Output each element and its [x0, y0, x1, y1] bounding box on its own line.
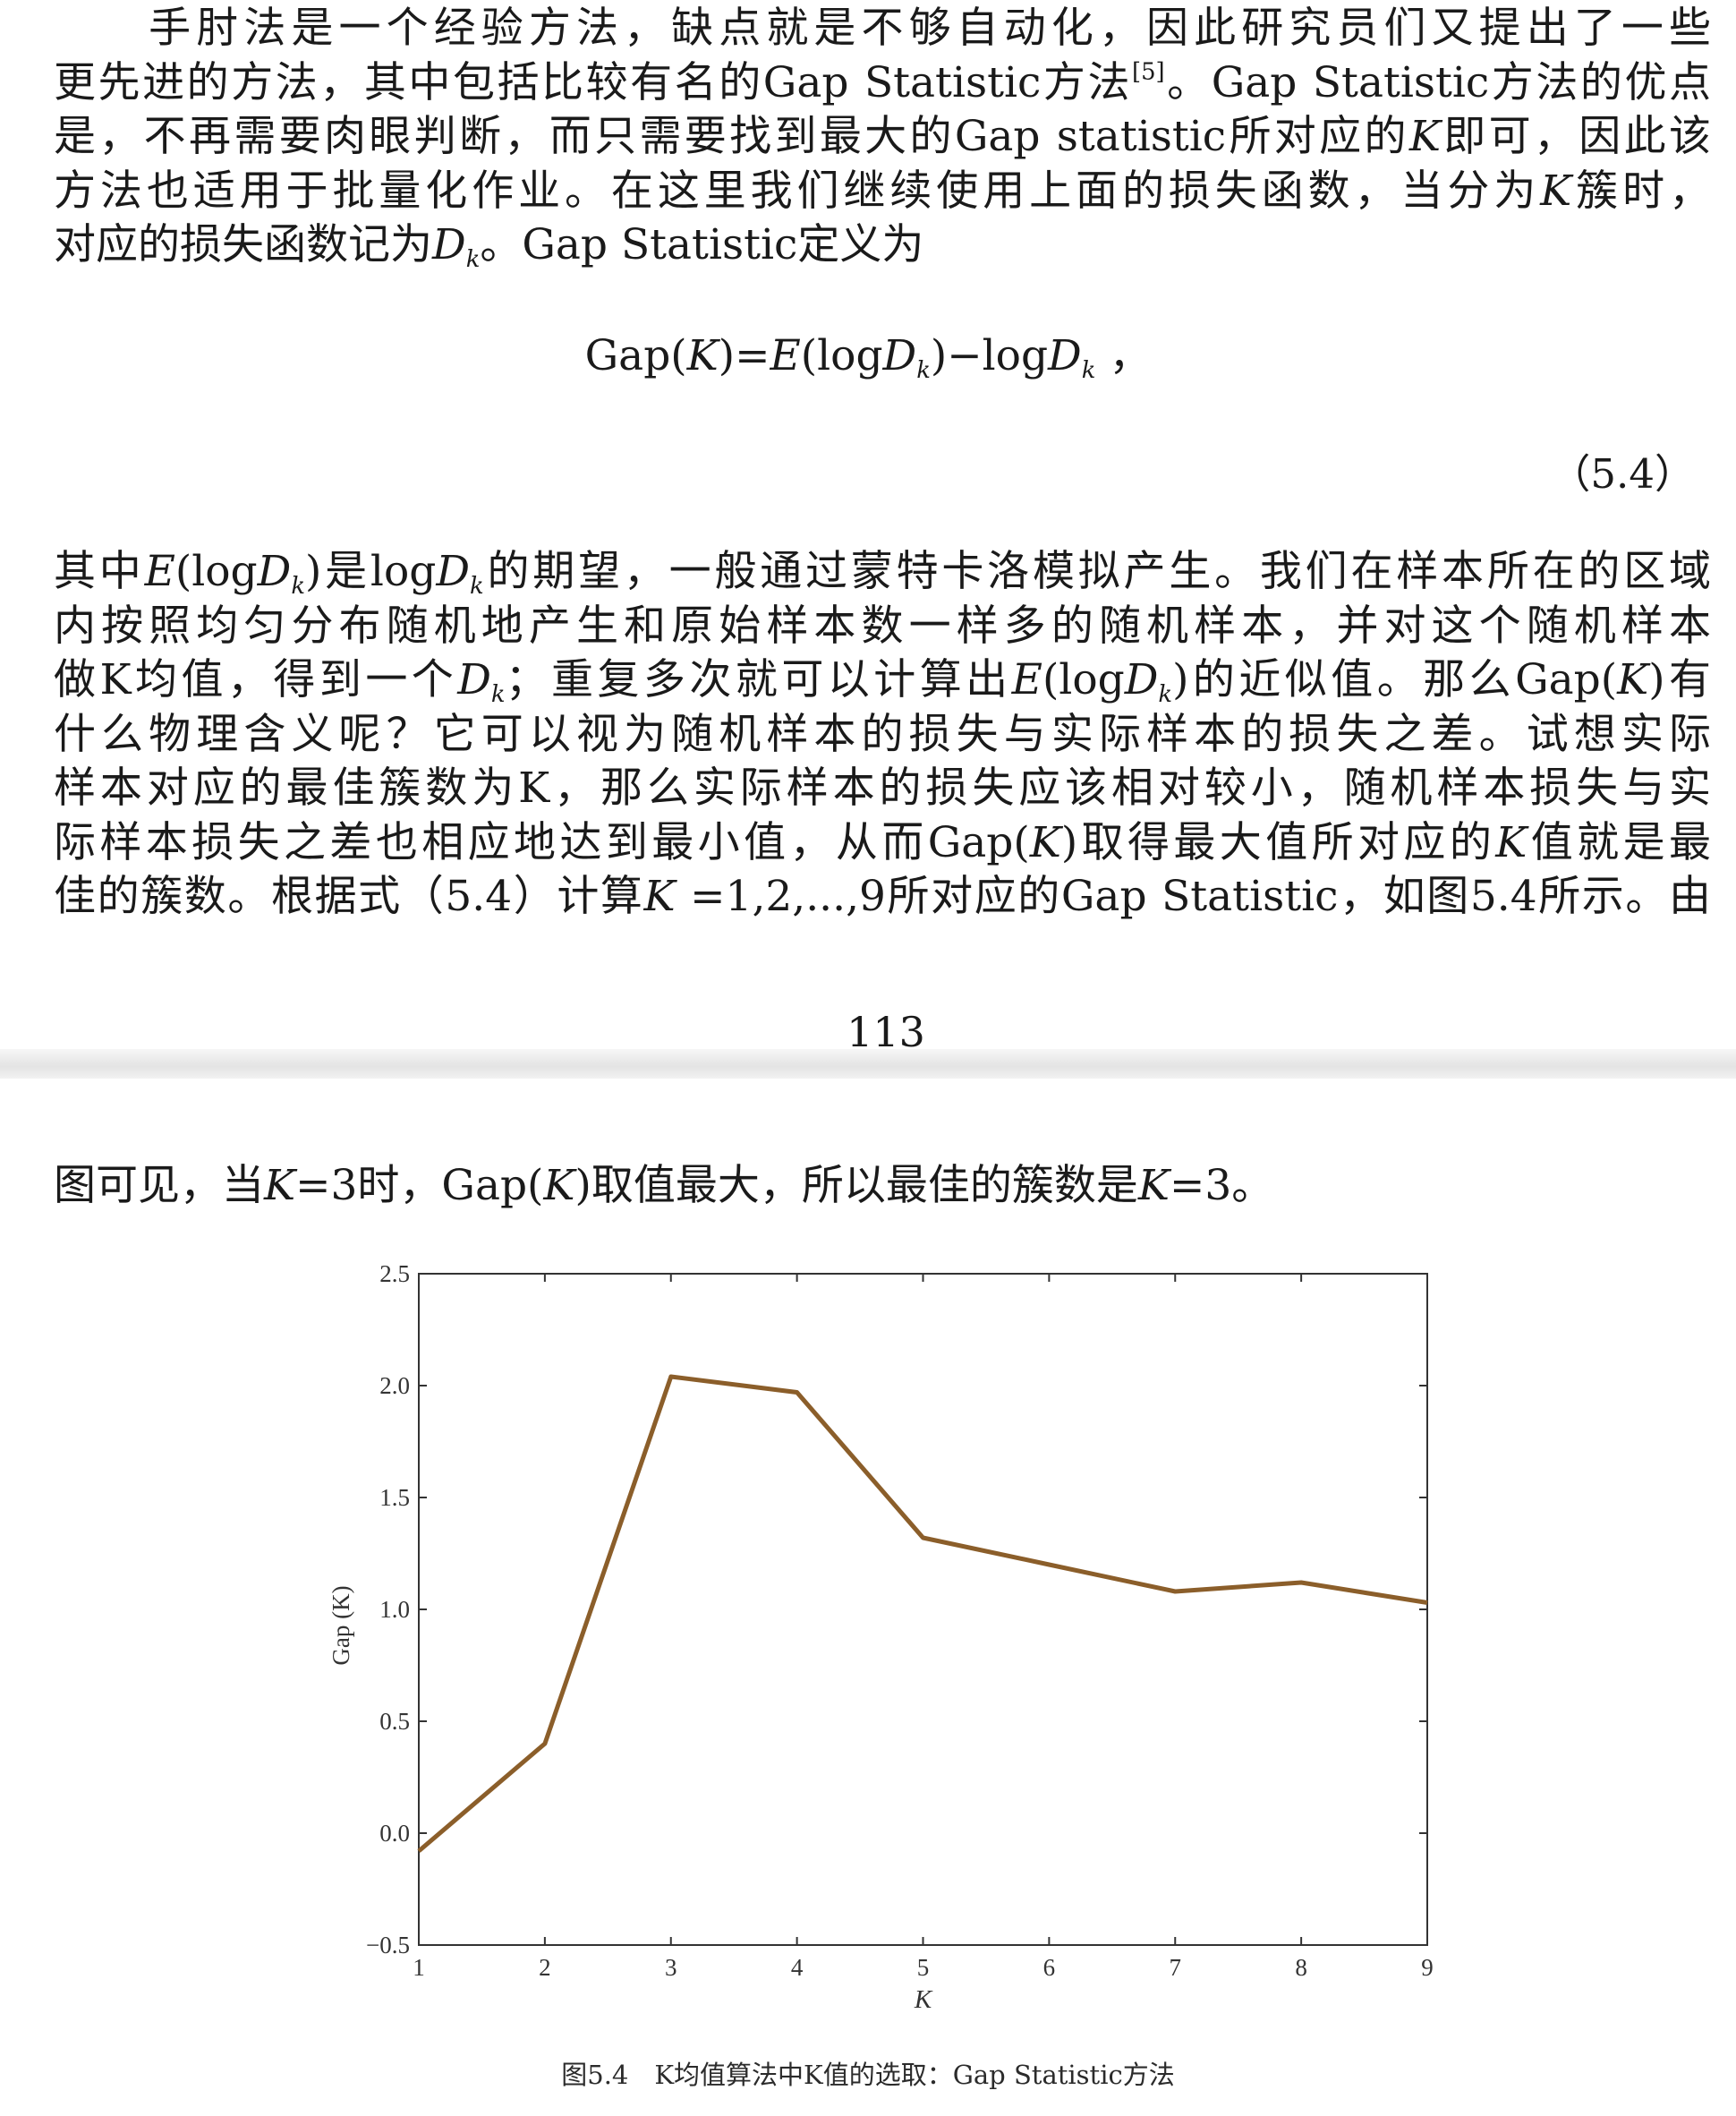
y-tick-label: −0.5	[366, 1932, 410, 1958]
text-line: 其中E(logDk)是logDk的期望，一般通过蒙特卡洛模拟产生。我们在样本所在…	[54, 547, 1711, 601]
x-tick-label: 6	[1043, 1954, 1056, 1981]
y-tick-label: 2.0	[379, 1372, 410, 1399]
y-tick-label: 0.0	[379, 1820, 410, 1847]
paragraph-gap-explanation: 其中E(logDk)是logDk的期望，一般通过蒙特卡洛模拟产生。我们在样本所在…	[54, 545, 1711, 925]
equation-number: （5.4）	[1550, 450, 1695, 498]
figure-caption: 图5.4 K均值算法中K值的选取：Gap Statistic方法	[561, 2060, 1175, 2090]
text-line: 佳的簇数。根据式（5.4）计算K =1,2,...,9所对应的Gap Stati…	[54, 872, 1711, 921]
x-tick-label: 1	[413, 1954, 425, 1981]
text-line: 是，不再需要肉眼判断，而只需要找到最大的Gap statistic所对应的K即可…	[54, 112, 1711, 161]
page-separator	[0, 1049, 1736, 1079]
y-tick-label: 1.5	[379, 1484, 410, 1511]
page-number: 113	[847, 1008, 925, 1056]
paragraph-conclusion: 图可见，当K=3时，Gap(K)取值最大，所以最佳的簇数是K=3。	[54, 1159, 1711, 1214]
text-line: 图可见，当K=3时，Gap(K)取值最大，所以最佳的簇数是K=3。	[54, 1161, 1274, 1210]
x-tick-label: 9	[1421, 1954, 1434, 1981]
text-line: 更先进的方法，其中包括比较有名的Gap Statistic方法[5]。Gap S…	[54, 57, 1711, 107]
x-tick-label: 5	[917, 1954, 930, 1981]
text-line: 什么物理含义呢？它可以视为随机样本的损失与实际样本的损失之差。试想实际	[54, 709, 1711, 759]
chart-series	[417, 1374, 1428, 1853]
paragraph-gap-statistic-intro: 手肘法是一个经验方法，缺点就是不够自动化，因此研究员们又提出了一些 更先进的方法…	[54, 2, 1711, 273]
text-line: 方法也适用于批量化作业。在这里我们继续使用上面的损失函数，当分为K簇时，	[54, 166, 1711, 216]
x-tick-label: 7	[1170, 1954, 1182, 1981]
y-tick-label: 2.5	[379, 1260, 410, 1287]
y-tick-label: 0.5	[379, 1708, 410, 1735]
y-axis-label: Gap (K)	[328, 1585, 354, 1665]
x-tick-label: 2	[539, 1954, 551, 1981]
page-114: 图可见，当K=3时，Gap(K)取值最大，所以最佳的簇数是K=3。	[0, 1079, 1736, 2116]
text-line: 做K均值，得到一个Dk；重复多次就可以计算出E(logDk)的近似值。那么Gap…	[54, 655, 1711, 709]
text-line: 样本对应的最佳簇数为K，那么实际样本的损失应该相对较小，随机样本损失与实	[54, 764, 1711, 813]
x-axis-label: K	[914, 1985, 933, 2014]
y-tick-label: 1.0	[379, 1596, 410, 1623]
citation-ref[interactable]: [5]	[1132, 58, 1165, 86]
x-tick-label: 3	[665, 1954, 677, 1981]
gap-formula: Gap(K)=E(logDk)−logDk ，	[584, 331, 1152, 385]
text-line: 内按照均匀分布随机地产生和原始样本数一样多的随机样本，并对这个随机样本	[54, 601, 1711, 651]
plot-frame	[418, 1273, 1428, 1946]
chart-axes	[418, 1273, 1428, 1946]
gap-statistic-chart: 1 2 3 4 5 6 7 8 9 −0.5 0.0 0.5 1.0 1.5 2.0 2.5 K Gap (K)	[328, 1260, 1434, 2014]
x-tick-label: 4	[791, 1954, 804, 1981]
text-line: 手肘法是一个经验方法，缺点就是不够自动化，因此研究员们又提出了一些	[54, 4, 1711, 53]
page-113: 手肘法是一个经验方法，缺点就是不够自动化，因此研究员们又提出了一些 更先进的方法…	[0, 0, 1736, 1056]
gap-series-line	[417, 1374, 1428, 1853]
text-line: 际样本损失之差也相应地达到最小值，从而Gap(K)取得最大值所对应的K值就是最	[54, 817, 1711, 867]
text-line: 对应的损失函数记为Dk。Gap Statistic定义为	[54, 220, 924, 274]
chart-labels: K Gap (K)	[328, 1585, 933, 2014]
chart-ticks: 1 2 3 4 5 6 7 8 9 −0.5 0.0 0.5 1.0 1.5 2.0 2.5	[366, 1260, 1434, 1981]
x-tick-label: 8	[1295, 1954, 1307, 1981]
